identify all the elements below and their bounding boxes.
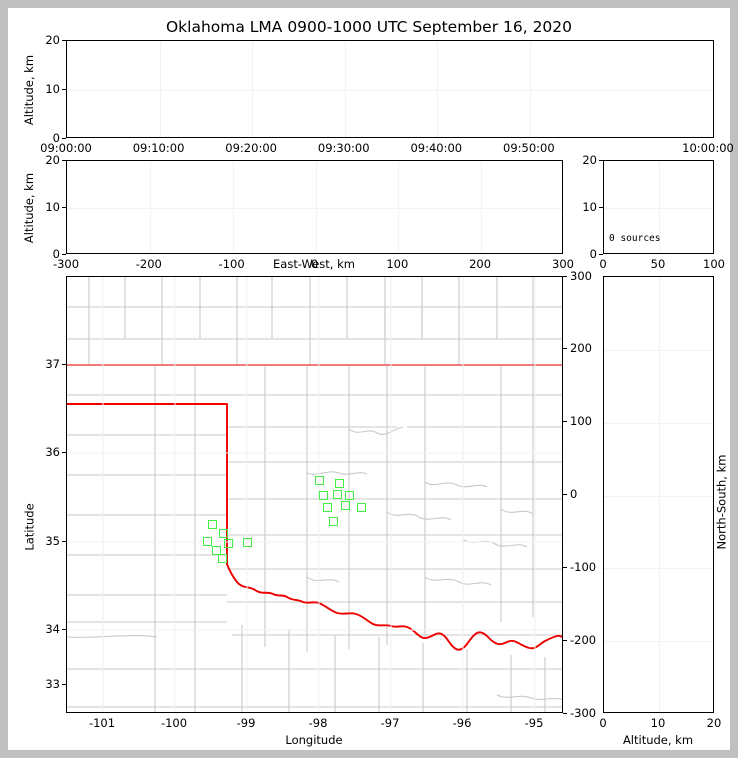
tick-ns-neg100: -100 [570, 560, 597, 574]
tick-p3-x-0: 0 [599, 257, 607, 271]
altitude-vs-north-south-panel[interactable] [603, 276, 714, 713]
tick-map-lon-100: -100 [160, 716, 188, 730]
plan-view-map-panel[interactable] [66, 276, 563, 713]
tick-map-lon-99: -99 [236, 716, 256, 730]
page-title: Oklahoma LMA 0900-1000 UTC September 16,… [165, 18, 573, 36]
tick-map-lat-34: 34 [45, 622, 60, 636]
lma-source-marker [203, 537, 212, 546]
tick-p3-y-10: 10 [582, 200, 597, 214]
lma-source-marker [345, 491, 354, 500]
tick-map-lon-101: -101 [88, 716, 116, 730]
tick-p5-x-0: 0 [599, 716, 607, 730]
tick-p1-y-10: 10 [45, 82, 60, 96]
axis-label-latitude: Latitude [22, 503, 37, 551]
tick-p1-y-20: 20 [45, 33, 60, 47]
lma-source-marker [208, 520, 217, 529]
lma-source-marker [224, 539, 233, 548]
tick-p2-x-1: -200 [135, 257, 162, 271]
tick-ns-neg200: -200 [570, 633, 597, 647]
lma-source-marker [218, 554, 227, 563]
lma-source-marker [335, 479, 344, 488]
axis-label-east-west: East-West, km [273, 257, 355, 271]
tick-p1-x-2: 09:20:00 [225, 141, 277, 155]
tick-p1-x-4: 09:40:00 [410, 141, 463, 155]
lma-source-marker [319, 491, 328, 500]
tick-p2-y-0: 0 [52, 247, 60, 261]
lma-source-marker [243, 538, 252, 547]
tick-p3-x-100: 100 [703, 257, 725, 271]
lma-source-marker [212, 546, 221, 555]
tick-p5-x-20: 20 [706, 716, 722, 730]
axis-label-p1-altitude: Altitude, km [22, 54, 37, 126]
tick-map-lat-33: 33 [45, 677, 60, 691]
axis-label-p2-altitude: Altitude, km [22, 172, 37, 244]
tick-p1-x-6: 10:00:00 [682, 141, 734, 155]
time-vs-altitude-panel[interactable] [66, 40, 714, 138]
tick-ns-0: 0 [570, 487, 578, 501]
tick-p2-x-0: -300 [52, 257, 80, 271]
lma-source-marker [315, 476, 324, 485]
map-geometry [67, 277, 562, 712]
tick-p2-x-6: 300 [552, 257, 574, 271]
tick-map-lon-97: -97 [380, 716, 400, 730]
tick-p2-x-4: 100 [386, 257, 409, 271]
tick-map-lon-95: -95 [524, 716, 544, 730]
lma-source-marker [323, 503, 332, 512]
axis-label-longitude: Longitude [285, 733, 343, 747]
tick-ns-300: 300 [570, 269, 592, 283]
tick-p1-x-1: 09:10:00 [132, 141, 185, 155]
tick-map-lon-98: -98 [308, 716, 328, 730]
lma-source-marker [219, 529, 228, 538]
tick-p5-x-10: 10 [650, 716, 666, 730]
tick-p2-y-20: 20 [45, 153, 60, 167]
tick-p2-x-2: -100 [218, 257, 245, 271]
tick-p1-x-5: 09:50:00 [503, 141, 555, 155]
tick-p1-x-0: 09:00:00 [40, 141, 92, 155]
lma-source-marker [341, 501, 350, 510]
tick-p2-x-3: 0 [310, 257, 319, 271]
tick-map-lat-35: 35 [45, 534, 60, 548]
figure-canvas: Oklahoma LMA 0900-1000 UTC September 16,… [8, 8, 734, 750]
axis-label-north-south: North-South, km [714, 454, 729, 550]
tick-map-lon-96: -96 [452, 716, 472, 730]
tick-ns-100: 100 [570, 414, 592, 428]
tick-ns-200: 200 [570, 341, 592, 355]
tick-p1-y-0: 0 [52, 131, 60, 145]
tick-p1-x-3: 09:30:00 [317, 141, 370, 155]
tick-p2-y-10: 10 [45, 200, 60, 214]
axis-label-p5-altitude: Altitude, km [622, 733, 694, 747]
tick-ns-neg300: -300 [570, 706, 597, 720]
tick-p3-y-0: 0 [589, 247, 597, 261]
tick-p2-x-5: 200 [469, 257, 492, 271]
source-count-annotation: 0 sources [609, 233, 661, 244]
lma-source-marker [357, 503, 366, 512]
east-west-vs-altitude-panel[interactable] [66, 160, 563, 254]
lma-source-marker [329, 517, 338, 526]
tick-map-lat-36: 36 [45, 445, 60, 459]
tick-p3-y-20: 20 [582, 153, 597, 167]
tick-map-lat-37: 37 [45, 357, 60, 371]
source-histogram-panel[interactable]: 0 sources [603, 160, 714, 254]
tick-p3-x-50: 50 [650, 257, 666, 271]
lma-source-marker [333, 490, 342, 499]
